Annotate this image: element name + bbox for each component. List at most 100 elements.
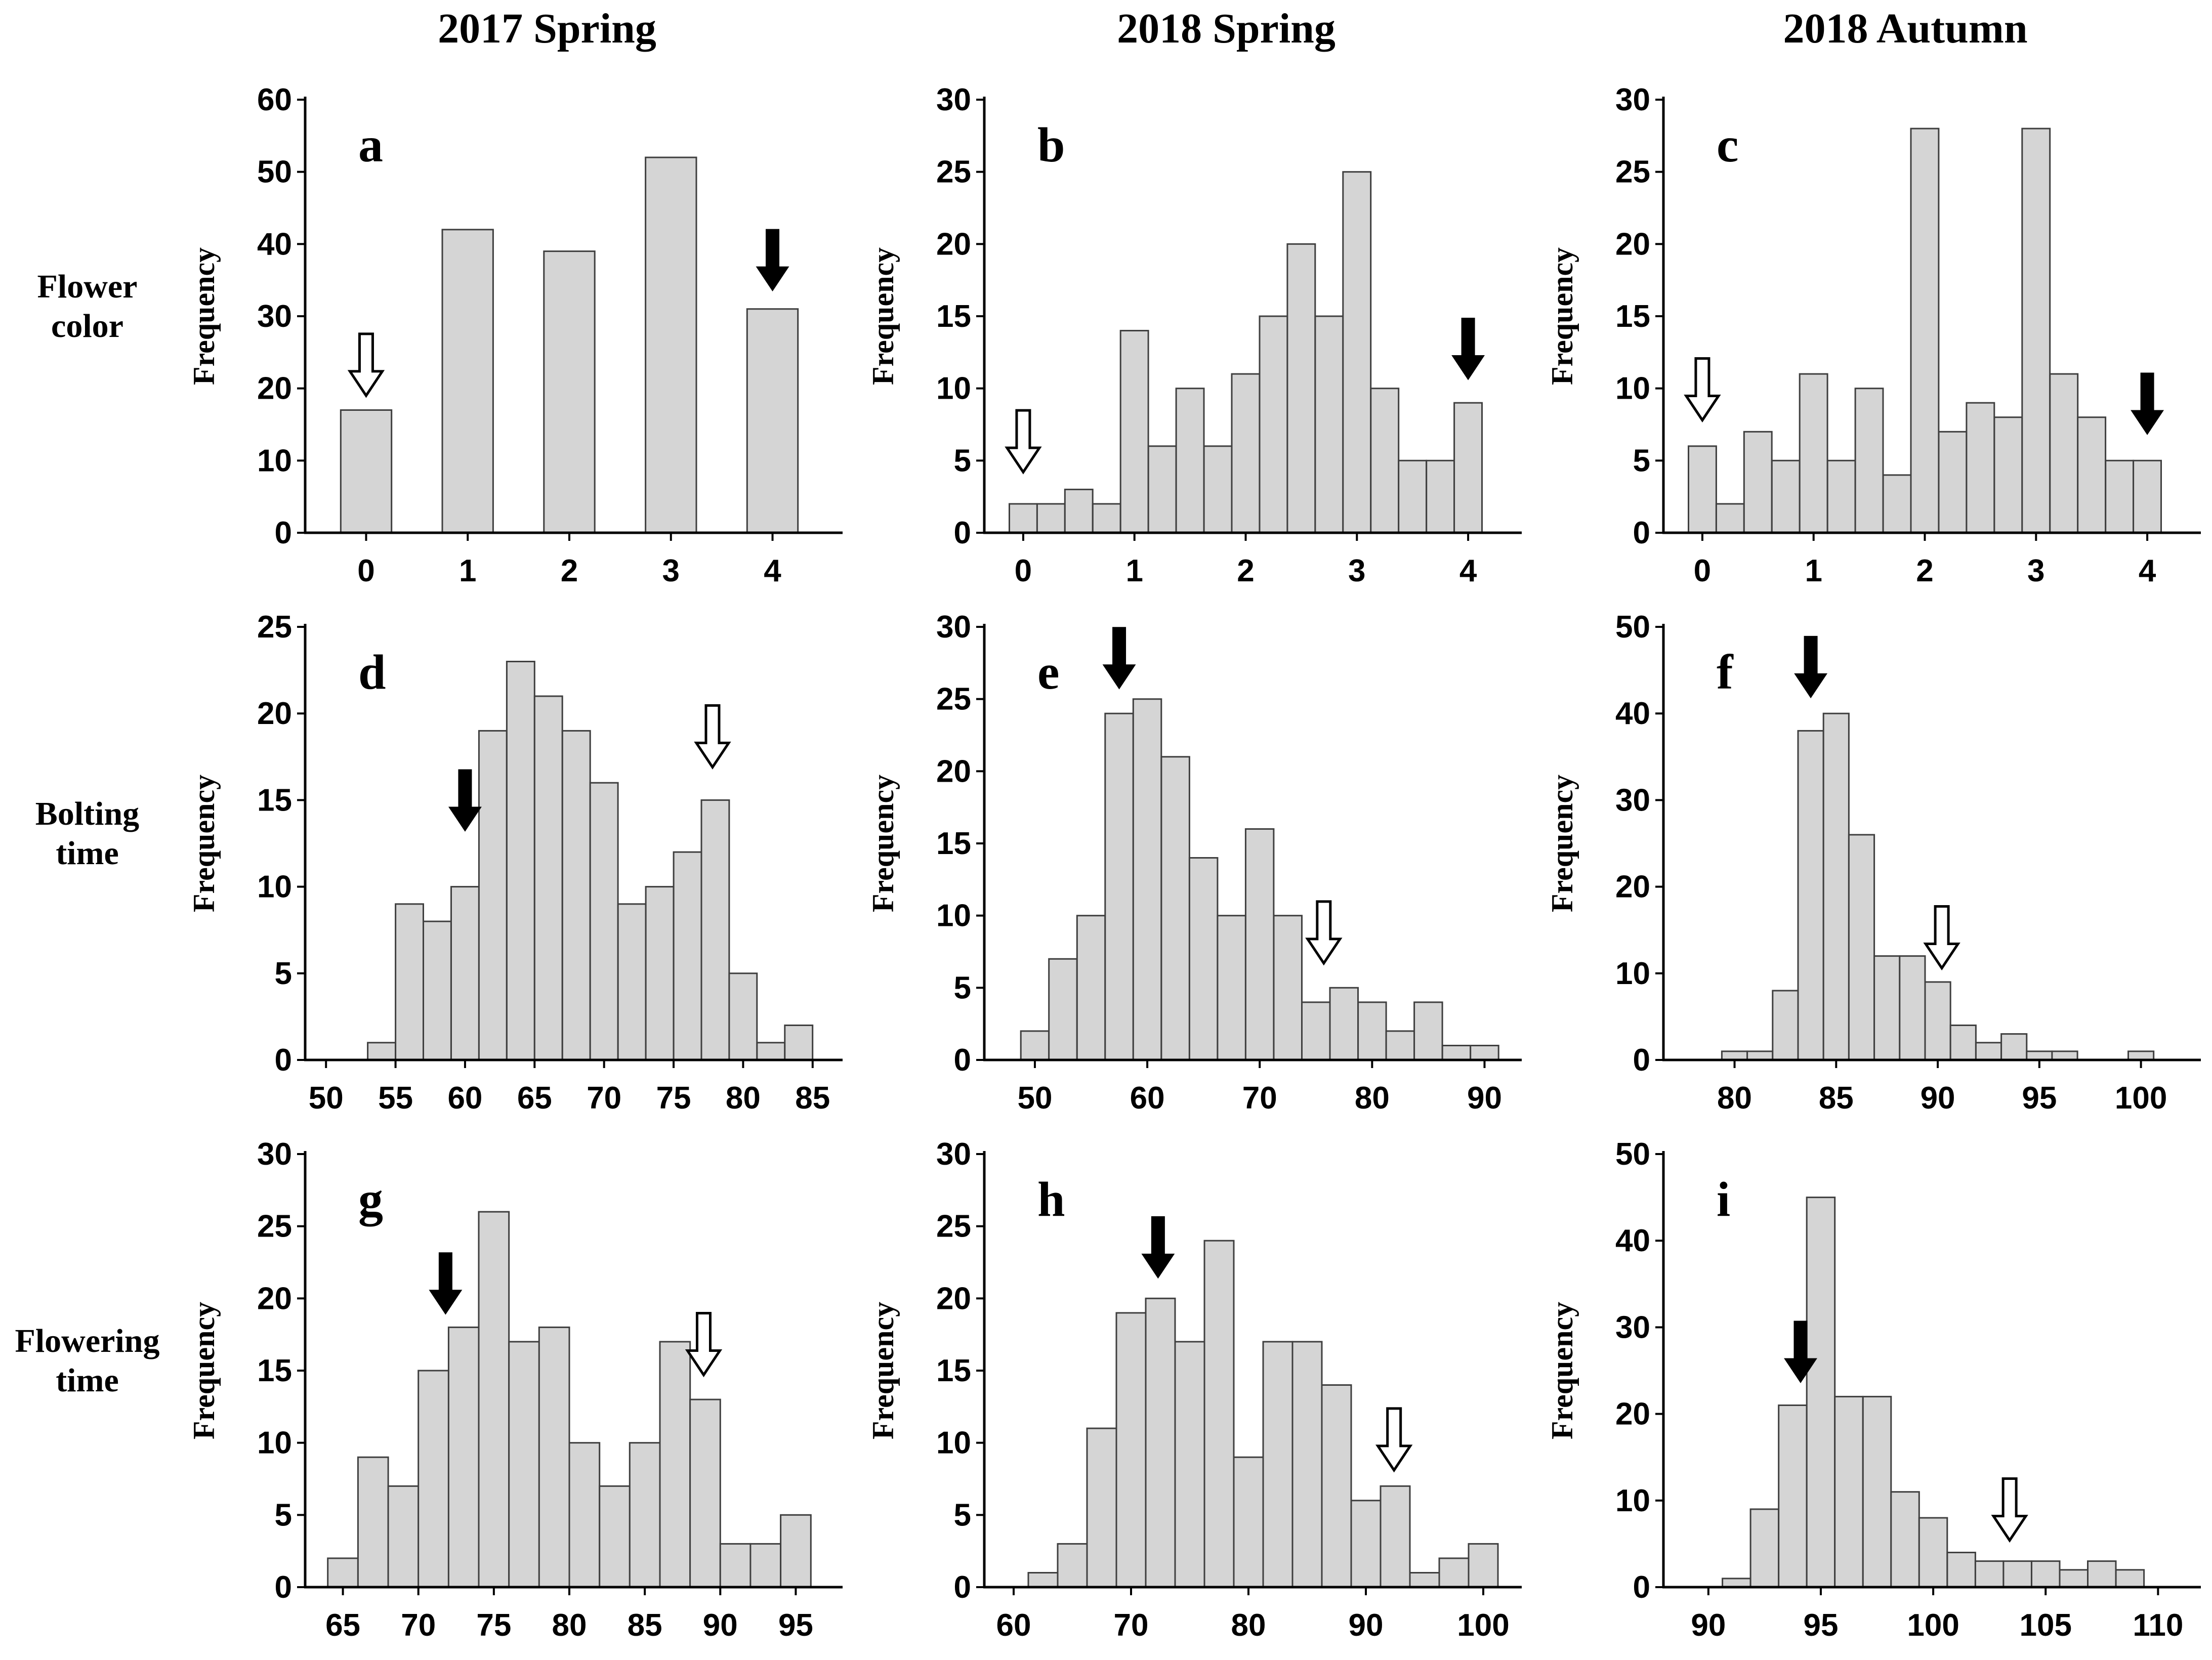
panel-d-bar-15 <box>784 1025 814 1061</box>
panel-b-bar-8 <box>1231 373 1261 534</box>
x-tick-label: 90 <box>703 1608 738 1643</box>
panel-e-bar-4 <box>1132 698 1162 1061</box>
panel-h-bar-4 <box>1145 1297 1176 1588</box>
x-tick-label: 3 <box>662 554 680 588</box>
x-tick-label: 65 <box>325 1608 360 1643</box>
panel-i-bar-5 <box>1862 1395 1892 1588</box>
panel-h-bar-8 <box>1262 1341 1293 1588</box>
panel-d-bar-11 <box>673 851 702 1061</box>
x-tick-label: 100 <box>1457 1608 1509 1643</box>
x-tick-label: 3 <box>1348 554 1365 588</box>
y-tick-label: 10 <box>257 1426 292 1461</box>
open-white-arrow <box>1684 357 1721 422</box>
y-tick-label: 30 <box>257 1137 292 1172</box>
y-tick-label: 0 <box>275 1570 292 1605</box>
panel-g-bar-14 <box>749 1543 782 1588</box>
y-tick-label: 30 <box>1615 1310 1650 1345</box>
panel-i-histogram: 0 10 20 30 40 50 90 95 100 105 110 i Frequency <box>1546 1137 2201 1643</box>
panel-g-bar-1 <box>357 1456 389 1588</box>
panel-d-bar-14 <box>756 1042 786 1061</box>
y-tick-label: 0 <box>1633 1570 1650 1605</box>
x-tick-label: 1 <box>1805 554 1822 588</box>
x-tick-label: 85 <box>795 1081 830 1116</box>
x-tick-label: 70 <box>401 1608 436 1643</box>
panel-g-bar-4 <box>447 1326 480 1588</box>
row-label-flower-color: Flower color <box>37 268 138 345</box>
y-tick-label: 50 <box>1615 1137 1650 1172</box>
panel-i-bar-12 <box>2059 1569 2089 1588</box>
y-tick-label: 20 <box>1615 870 1650 905</box>
column-title-2018-spring: 2018 Spring <box>1117 5 1335 52</box>
y-tick-label: 40 <box>1615 696 1650 731</box>
x-tick-label: 110 <box>2133 1608 2183 1643</box>
filled-black-arrow <box>1141 1216 1175 1279</box>
y-tick-label: 15 <box>257 783 292 818</box>
panel-h-bar-0 <box>1027 1572 1059 1588</box>
panel-e-bar-10 <box>1301 1001 1331 1061</box>
panel-h-bar-15 <box>1468 1543 1499 1588</box>
y-tick-label: 30 <box>1615 783 1650 818</box>
panel-g-histogram: 0 5 10 15 20 25 30 65 70 75 80 85 90 95 g Frequency <box>187 1137 843 1643</box>
y-tick-label: 20 <box>1615 1397 1650 1432</box>
panel-b-bar-1 <box>1036 503 1066 534</box>
panel-h-bar-6 <box>1203 1240 1235 1588</box>
panel-h-bar-2 <box>1086 1427 1117 1588</box>
panel-g-bar-3 <box>418 1370 449 1588</box>
y-axis-title: Frequency <box>187 775 221 912</box>
panel-d-bar-1 <box>395 903 425 1061</box>
y-tick-label: 20 <box>257 696 292 731</box>
panel-h-histogram: 0 5 10 15 20 25 30 60 70 80 90 100 h Frequency <box>866 1137 1522 1643</box>
y-tick-label: 25 <box>1615 155 1650 190</box>
panel-i-bar-6 <box>1890 1491 1920 1588</box>
panel-letter-c: c <box>1717 118 1739 173</box>
y-tick-label: 50 <box>257 155 292 190</box>
panel-d-bar-8 <box>589 782 619 1061</box>
panel-e-bar-16 <box>1470 1045 1499 1061</box>
x-tick-label: 70 <box>587 1081 621 1116</box>
x-tick-label: 80 <box>552 1608 587 1643</box>
x-tick-label: 60 <box>447 1081 482 1116</box>
y-tick-label: 30 <box>936 1137 971 1172</box>
y-tick-label: 20 <box>936 227 971 262</box>
panel-f-bar-12 <box>2026 1050 2053 1061</box>
y-axis-title: Frequency <box>1546 1302 1579 1439</box>
x-tick-label: 95 <box>2022 1081 2057 1116</box>
panel-f-bar-13 <box>2051 1050 2078 1061</box>
panel-c-bar-5 <box>1826 459 1856 534</box>
column-title-2017-spring: 2017 Spring <box>438 5 656 52</box>
x-tick-label: 2 <box>1916 554 1933 588</box>
x-tick-label: 60 <box>996 1608 1031 1643</box>
panel-c-bar-13 <box>2049 373 2079 534</box>
panel-b-bar-5 <box>1147 445 1177 534</box>
panel-i-bar-3 <box>1806 1197 1836 1588</box>
panel-c-bar-7 <box>1882 474 1912 534</box>
x-tick-label: 95 <box>1803 1608 1838 1643</box>
y-tick-label: 30 <box>936 610 971 645</box>
panel-e-bar-6 <box>1188 857 1219 1061</box>
panel-b-bar-13 <box>1370 388 1400 534</box>
panel-letter-e: e <box>1037 645 1060 700</box>
panel-f-bar-3 <box>1797 730 1824 1061</box>
x-tick-label: 0 <box>357 554 374 588</box>
y-axis-title: Frequency <box>866 1302 900 1439</box>
panel-c-bar-14 <box>2077 416 2107 534</box>
panel-b-bar-2 <box>1064 488 1094 534</box>
x-tick-label: 75 <box>476 1608 511 1643</box>
panel-i-bar-4 <box>1834 1395 1864 1588</box>
panel-i-bar-13 <box>2087 1560 2117 1588</box>
open-white-arrow <box>1991 1477 2028 1543</box>
panel-i-bar-14 <box>2115 1569 2145 1588</box>
panel-letter-f: f <box>1717 645 1734 700</box>
panel-d-bar-9 <box>617 903 647 1061</box>
y-tick-label: 15 <box>1615 299 1650 334</box>
open-white-arrow <box>347 332 385 398</box>
panel-f-bar-8 <box>1924 981 1951 1061</box>
panel-a-bar-0 <box>340 409 393 534</box>
panel-e-bar-11 <box>1329 987 1359 1061</box>
panel-g-bar-8 <box>568 1442 601 1588</box>
y-tick-label: 5 <box>275 1498 292 1533</box>
y-tick-label: 10 <box>936 899 971 933</box>
y-tick-label: 20 <box>257 1281 292 1316</box>
panel-h-bar-11 <box>1350 1500 1382 1588</box>
y-axis-title: Frequency <box>187 247 221 385</box>
